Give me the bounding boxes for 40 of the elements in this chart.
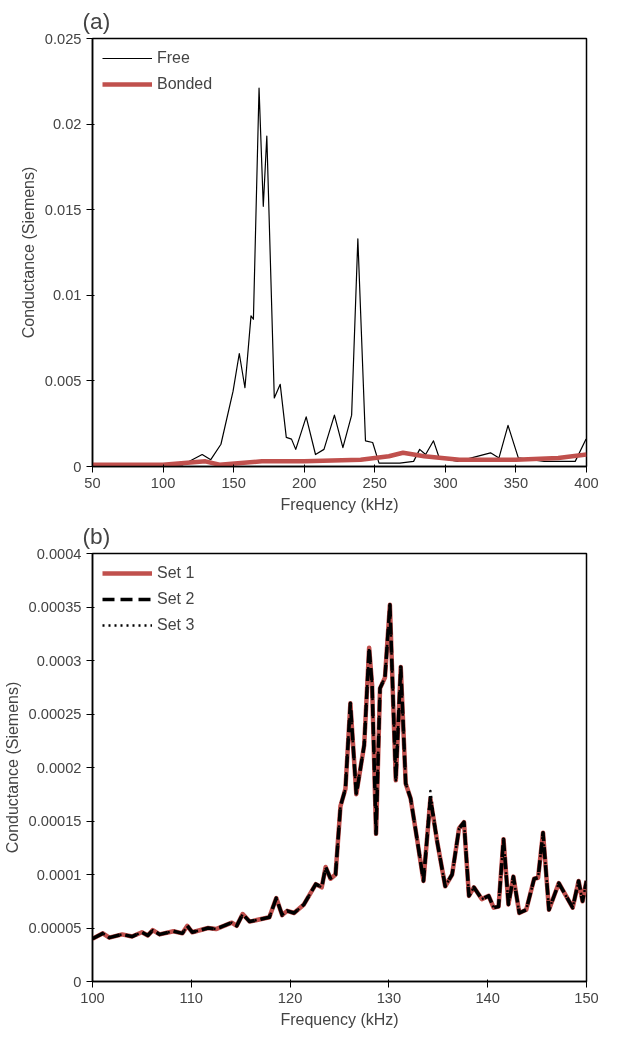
legend-label: Set 3: [157, 616, 195, 634]
x-tick-label: 200: [291, 474, 317, 491]
y-tick-label: 0.0002: [36, 759, 82, 776]
x-tick-label: 130: [376, 989, 402, 1006]
y-axis-title: Conductance (Siemens): [3, 681, 21, 854]
legend-label: Set 1: [157, 564, 195, 582]
x-tick-label: 250: [362, 474, 388, 491]
y-tick-label: 0.0004: [36, 545, 82, 562]
y-tick-label: 0.0001: [36, 866, 82, 883]
y-tick-label: 0.01: [52, 287, 82, 304]
x-tick-label: 150: [221, 474, 246, 491]
y-tick-label: 0.015: [44, 201, 82, 218]
x-axis-title: Frequency (kHz): [280, 495, 399, 513]
chart-title: (a): [82, 7, 111, 34]
legend-label: Free: [157, 49, 190, 67]
y-tick-label: 0.02: [52, 116, 82, 133]
x-tick-label: 110: [179, 989, 203, 1006]
x-axis-title: Frequency (kHz): [280, 1010, 399, 1028]
x-tick-label: 140: [475, 989, 500, 1006]
y-tick-label: 0.00025: [28, 706, 82, 722]
y-tick-label: 0: [73, 973, 82, 990]
y-tick-label: 0.005: [44, 372, 82, 389]
x-tick-label: 400: [574, 474, 599, 491]
x-tick-label: 350: [503, 474, 529, 491]
x-tick-label: 300: [433, 474, 458, 491]
x-tick-label: 120: [277, 989, 303, 1006]
x-tick-label: 100: [150, 474, 176, 491]
y-tick-label: 0.0003: [36, 652, 82, 669]
y-tick-label: 0: [73, 458, 82, 475]
y-tick-label: 0.00015: [28, 813, 82, 829]
y-tick-label: 0.025: [44, 30, 82, 47]
x-tick-label: 100: [80, 989, 105, 1006]
y-tick-label: 0.00035: [28, 599, 82, 615]
x-tick-label: 150: [574, 989, 599, 1006]
legend-label: Set 2: [157, 590, 195, 608]
y-tick-label: 0.00005: [28, 920, 82, 936]
x-tick-label: 50: [84, 474, 101, 491]
y-axis-title: Conductance (Siemens): [19, 166, 37, 339]
chart-title: (b): [82, 522, 111, 549]
legend-label: Bonded: [157, 75, 213, 93]
